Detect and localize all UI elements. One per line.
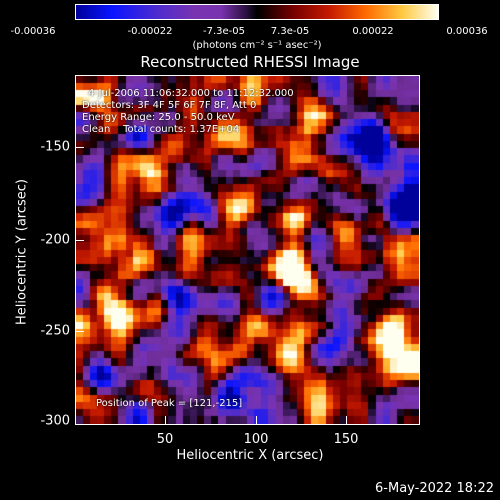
x-tick-label: 100 [243, 432, 269, 447]
clean-counts-text: Clean Total counts: 1.37E+04 [82, 124, 240, 135]
time-range-text: 4-Jul-2006 11:06:32.000 to 11:12:32.000 [88, 88, 294, 99]
x-tick-label: 150 [333, 432, 359, 447]
detectors-text: Detectors: 3F 4F 5F 6F 7F 8F, Att 0 [82, 100, 257, 111]
x-tick-mark [256, 416, 257, 424]
colorbar-unit-label: (photons cm⁻² s⁻¹ asec⁻²) [192, 40, 322, 51]
y-tick-label: -250 [40, 323, 70, 339]
plot-timestamp: 6-May-2022 18:22 [375, 481, 494, 496]
y-tick-mark [76, 240, 84, 241]
x-axis-label: Heliocentric X (arcsec) [176, 448, 324, 463]
y-tick-mark [76, 147, 84, 148]
x-tick-mark [346, 416, 347, 424]
y-tick-label: -300 [40, 413, 70, 429]
colorbar-tick-label: -0.00036 [10, 26, 56, 37]
y-tick-label: -200 [40, 232, 70, 248]
y-tick-mark [76, 331, 84, 332]
y-axis-label: Heliocentric Y (arcsec) [14, 179, 30, 325]
x-tick-mark [165, 416, 166, 424]
colorbar-tick-label: 0.00022 [352, 26, 394, 37]
x-tick-label: 50 [156, 432, 174, 447]
colorbar [75, 4, 439, 20]
colorbar-tick-label: 0.00036 [446, 26, 488, 37]
chart-title: Reconstructed RHESSI Image [140, 53, 360, 71]
y-tick-label: -150 [40, 139, 70, 155]
peak-position-text: Position of Peak = [121,-215] [96, 398, 243, 409]
energy-range-text: Energy Range: 25.0 - 50.0 keV [82, 112, 235, 123]
colorbar-tick-label: 7.3e-05 [270, 26, 310, 37]
colorbar-tick-label: -7.3e-05 [203, 26, 245, 37]
heatmap-image [76, 76, 419, 424]
colorbar-tick-label: -0.00022 [127, 26, 173, 37]
plot-frame [75, 75, 420, 425]
